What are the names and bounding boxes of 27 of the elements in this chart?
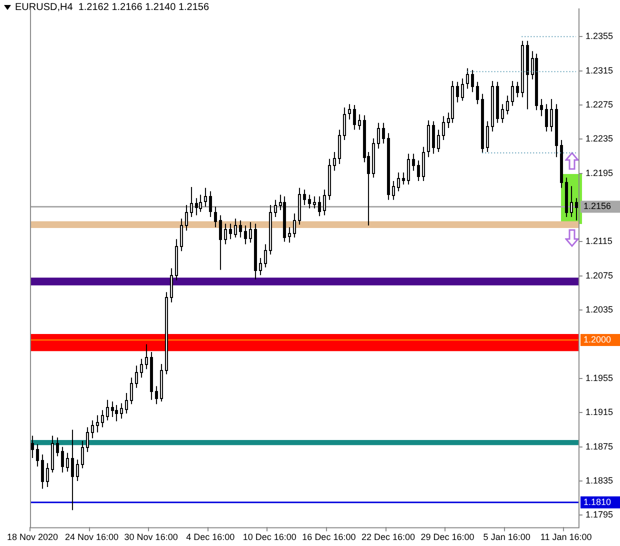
y-tick-label: 1.1875	[585, 441, 614, 452]
x-tick-label: 10 Dec 16:00	[242, 532, 296, 542]
y-tick-label: 1.2075	[585, 270, 614, 280]
x-tick-label: 18 Nov 2020	[6, 532, 58, 542]
y-tick-label: 1.2115	[585, 236, 612, 246]
y-tick-label: 1.1835	[585, 476, 614, 486]
ref-line-label: 1.2156	[583, 201, 612, 212]
x-tick-label: 11 Jan 16:00	[540, 532, 592, 542]
y-tick-label: 1.2195	[585, 168, 614, 178]
y-tick-label: 1.2235	[585, 134, 614, 144]
x-tick-label: 4 Dec 16:00	[186, 532, 235, 542]
chart-title: EURUSD,H4 1.2162 1.2166 1.2140 1.2156	[15, 2, 210, 13]
x-tick-label: 30 Nov 16:00	[124, 532, 178, 542]
ref-line-label: 1.1810	[583, 496, 612, 507]
x-tick-label: 16 Dec 16:00	[302, 532, 356, 542]
y-tick-label: 1.1915	[585, 407, 614, 418]
y-tick-label: 1.2355	[585, 31, 614, 42]
y-tick-label: 1.2275	[585, 99, 614, 110]
y-tick-label: 1.2315	[585, 65, 614, 76]
y-tick-label: 1.2035	[585, 304, 614, 315]
x-tick-label: 29 Dec 16:00	[420, 532, 474, 542]
x-tick-label: 5 Jan 16:00	[483, 532, 530, 542]
x-tick-label: 24 Nov 16:00	[64, 532, 119, 542]
y-tick-label: 1.1955	[585, 372, 614, 383]
y-tick-label: 1.1795	[585, 510, 614, 520]
ref-line-label: 1.2000	[583, 334, 612, 345]
x-tick-label: 22 Dec 16:00	[361, 532, 416, 542]
